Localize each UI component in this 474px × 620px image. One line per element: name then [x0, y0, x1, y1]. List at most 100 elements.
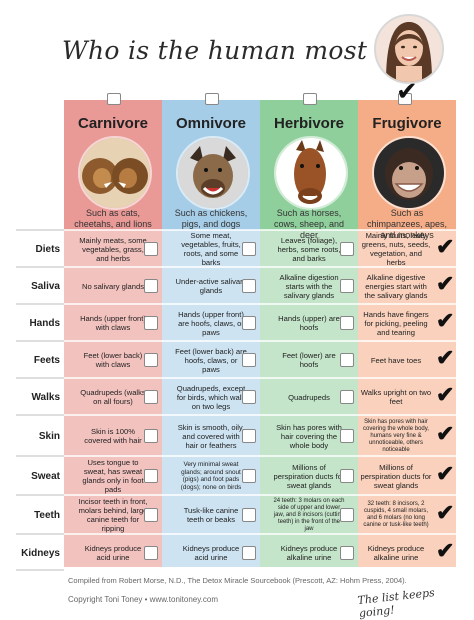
- cell-text: 24 teeth: 3 molars on each side of upper…: [273, 497, 345, 532]
- carnivore-checkbox[interactable]: [144, 546, 158, 560]
- cell-text: 32 teeth: 8 incisors, 2 cuspids, 4 small…: [363, 501, 429, 528]
- frugivore-check-icon: ✔: [436, 538, 455, 563]
- carnivore-header: Carnivore Such as cats, cheetahs, and li…: [64, 100, 162, 230]
- carnivore-caption: Such as cats, cheetahs, and lions: [74, 208, 152, 229]
- omnivore-checkbox[interactable]: [242, 546, 256, 560]
- herbivore-checkbox[interactable]: [340, 546, 354, 560]
- cell-text: Mainly fruits, leafy greens, nuts, seeds…: [361, 231, 431, 267]
- row-label-saliva: Saliva: [31, 280, 60, 292]
- table-row: Walks Quadrupeds (walks on all fours) Qu…: [16, 379, 462, 415]
- cell-text: Feet (lower) are hoofs: [282, 351, 336, 369]
- cell-text: Millions of perspiration ducts for sweat…: [273, 462, 345, 490]
- copyright-link[interactable]: Copyright Toni Toney • www.tonitoney.com: [68, 595, 218, 604]
- omnivore-checkbox[interactable]: [242, 469, 256, 483]
- omnivore-checkbox[interactable]: [242, 353, 256, 367]
- cell-text: Hands (upper front) with claws: [80, 314, 146, 332]
- cell-text: Hands have fingers for picking, peeling …: [363, 309, 429, 337]
- cell-text: Quadrupeds: [288, 392, 330, 402]
- cell-text: Quadrupeds (walks on all fours): [80, 388, 146, 406]
- herbivore-label: Herbivore: [273, 115, 345, 132]
- row-label-hands: Hands: [29, 317, 60, 329]
- table-row: Skin Skin is 100% covered with hair Skin…: [16, 418, 462, 456]
- row-label-kidneys: Kidneys: [21, 547, 60, 559]
- cell-text: Tusk-like canine teeth or beaks: [183, 506, 239, 524]
- carnivore-checkbox[interactable]: [144, 316, 158, 330]
- source-citation: Compiled from Robert Morse, N.D., The De…: [68, 576, 407, 585]
- row-label-feets: Feets: [33, 354, 60, 366]
- frugivore-check-icon: ✔: [436, 382, 455, 407]
- herbivore-checkbox[interactable]: [340, 508, 354, 522]
- cell-text: Hands (upper) are hoofs: [278, 314, 340, 332]
- carnivore-checkbox[interactable]: [144, 508, 158, 522]
- herbivore-checkbox[interactable]: [340, 316, 354, 330]
- cell-text: No salivary glands: [81, 281, 145, 291]
- cell-text: Uses tongue to sweat, has sweat glands o…: [82, 458, 144, 494]
- cell-text: Feet (lower back) are hoofs, claws, or p…: [175, 346, 247, 374]
- cell-text: Leaves (foliage), herbs, some roots, and…: [277, 235, 341, 263]
- herbivore-header: Herbivore Such as horses, cows, sheep, a…: [260, 100, 358, 240]
- frugivore-check-icon: ✔: [436, 308, 455, 333]
- herbivore-checkbox[interactable]: [340, 390, 354, 404]
- cell-text: Mainly meats, some vegetables, grass, an…: [79, 235, 147, 263]
- horse-icon: [274, 136, 348, 210]
- table-row: Kidneys Kidneys produce acid urine Kidne…: [16, 535, 462, 571]
- frugivore-check-icon: ✔: [436, 421, 455, 446]
- cell-text: Incisor teeth in front, molars behind, l…: [78, 497, 148, 533]
- omnivore-header: Omnivore Such as chickens, pigs, and dog…: [162, 100, 260, 230]
- frugivore-check-icon: ✔: [436, 271, 455, 296]
- dog-icon: [176, 136, 250, 210]
- lion-icon: [78, 136, 152, 210]
- row-label-teeth: Teeth: [34, 509, 60, 521]
- carnivore-checkbox[interactable]: [144, 353, 158, 367]
- table-row: Saliva No salivary glands Under-active s…: [16, 268, 462, 304]
- row-label-diets: Diets: [35, 243, 60, 255]
- cell-text: Quadrupeds, except for birds, which walk…: [176, 383, 246, 411]
- cell-text: Alkaline digestive energies start with t…: [364, 272, 428, 300]
- cell-text: Kidneys produce acid urine: [182, 544, 240, 562]
- omnivore-checkbox[interactable]: [242, 242, 256, 256]
- omnivore-checkbox[interactable]: [242, 279, 256, 293]
- cell-text: Kidneys produce alkaline urine: [367, 544, 425, 562]
- cell-text: Kidneys produce alkaline urine: [280, 544, 338, 562]
- frugivore-header-checkbox[interactable]: [398, 93, 412, 105]
- herbivore-checkbox[interactable]: [340, 279, 354, 293]
- row-label-skin: Skin: [38, 430, 60, 442]
- woman-avatar: [374, 14, 444, 84]
- frugivore-caption: Such as chimpanzees, apes, and monkeys: [366, 208, 448, 240]
- carnivore-header-checkbox[interactable]: [107, 93, 121, 105]
- frugivore-check-icon: ✔: [436, 234, 455, 259]
- cell-text: Skin has pores with hair covering the wh…: [363, 418, 429, 453]
- cell-text: Hands (upper front) are hoofs, claws, or…: [178, 309, 244, 337]
- cell-text: Millions of perspiration ducts for sweat…: [360, 462, 432, 490]
- herbivore-checkbox[interactable]: [340, 242, 354, 256]
- table-row: Feets Feet (lower back) with claws Feet …: [16, 342, 462, 378]
- frugivore-header-check-icon: ✔: [396, 76, 418, 106]
- carnivore-checkbox[interactable]: [144, 469, 158, 483]
- omnivore-checkbox[interactable]: [242, 390, 256, 404]
- carnivore-checkbox[interactable]: [144, 279, 158, 293]
- herbivore-checkbox[interactable]: [340, 429, 354, 443]
- carnivore-label: Carnivore: [77, 115, 149, 132]
- frugivore-check-icon: ✔: [436, 345, 455, 370]
- herbivore-header-checkbox[interactable]: [303, 93, 317, 105]
- omnivore-checkbox[interactable]: [242, 316, 256, 330]
- row-label-walks: Walks: [31, 391, 60, 403]
- frugivore-label: Frugivore: [372, 115, 442, 132]
- carnivore-checkbox[interactable]: [144, 390, 158, 404]
- table-row: Diets Mainly meats, some vegetables, gra…: [16, 231, 462, 267]
- carnivore-checkbox[interactable]: [144, 429, 158, 443]
- cell-text: Feet (lower back) with claws: [83, 351, 143, 369]
- table-row: Teeth Incisor teeth in front, molars beh…: [16, 497, 462, 535]
- herbivore-checkbox[interactable]: [340, 353, 354, 367]
- omnivore-checkbox[interactable]: [242, 508, 256, 522]
- table-row: Hands Hands (upper front) with claws Han…: [16, 305, 462, 341]
- omnivore-caption: Such as chickens, pigs, and dogs: [174, 208, 248, 229]
- omnivore-checkbox[interactable]: [242, 429, 256, 443]
- cell-text: Walks upright on two feet: [360, 388, 432, 406]
- carnivore-checkbox[interactable]: [144, 242, 158, 256]
- cell-text: Feet have toes: [370, 355, 422, 365]
- herbivore-checkbox[interactable]: [340, 469, 354, 483]
- frugivore-check-icon: ✔: [436, 500, 455, 525]
- omnivore-header-checkbox[interactable]: [205, 93, 219, 105]
- cell-text: Skin is 100% covered with hair: [84, 427, 142, 445]
